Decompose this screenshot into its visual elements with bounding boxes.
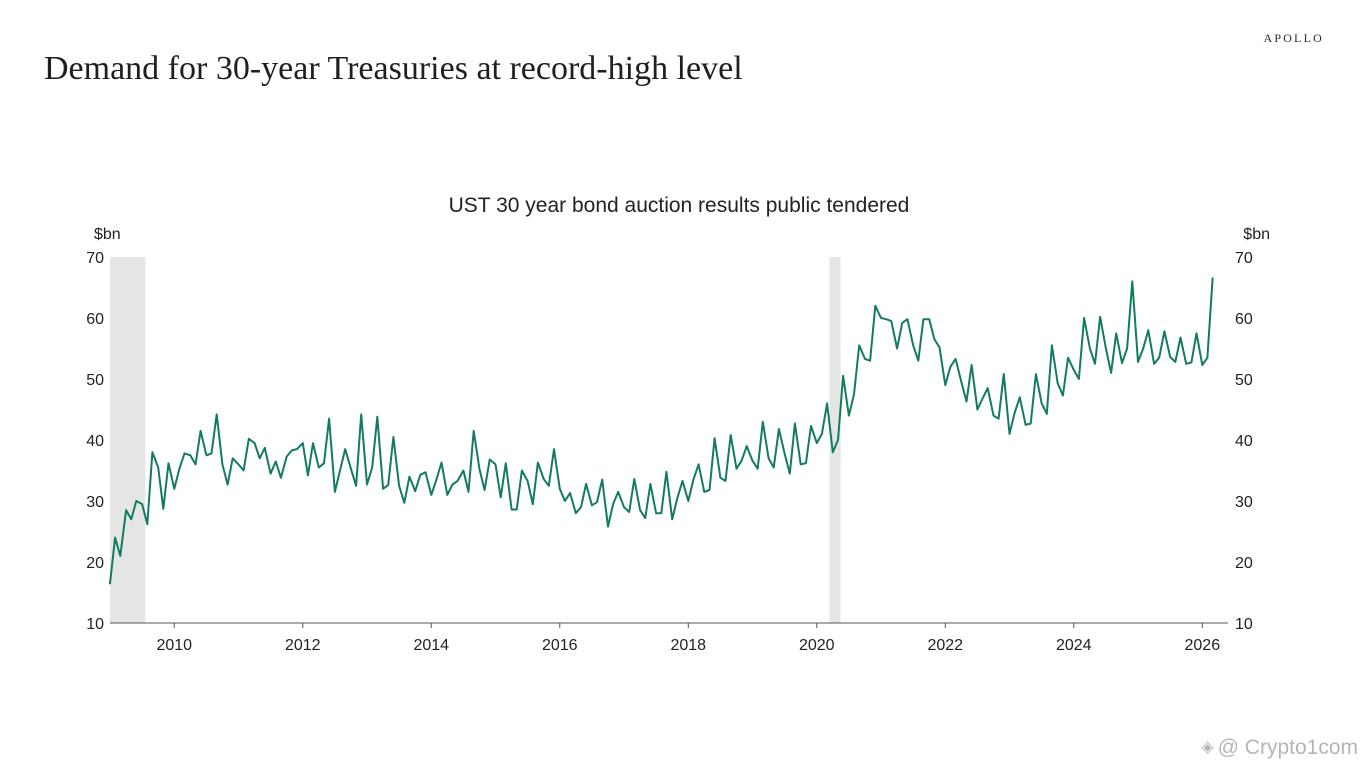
watermark: ◈ @ Crypto1com (1201, 736, 1358, 760)
y-tick-right-40: 40 (1235, 433, 1253, 450)
brand-logo: APOLLO (1263, 31, 1324, 45)
y-tick-left-10: 10 (86, 616, 104, 633)
binance-diamond-icon: ◈ (1201, 739, 1214, 756)
x-tick-2010: 2010 (156, 637, 192, 654)
y-tick-right-60: 60 (1235, 311, 1253, 328)
y-axis-unit-left: $bn (94, 226, 121, 243)
x-tick-2020: 2020 (799, 637, 835, 654)
y-tick-left-40: 40 (86, 433, 104, 450)
y-tick-left-70: 70 (86, 250, 104, 267)
x-tick-2016: 2016 (542, 637, 578, 654)
y-tick-left-50: 50 (86, 372, 104, 389)
x-tick-2014: 2014 (413, 637, 449, 654)
recession-band-2 (829, 257, 841, 623)
series-layer (109, 277, 1214, 585)
chart-title: UST 30 year bond auction results public … (449, 194, 910, 217)
x-tick-2012: 2012 (285, 637, 321, 654)
x-tick-2026: 2026 (1185, 637, 1221, 654)
y-axis-unit-right: $bn (1243, 226, 1270, 243)
series-line-1 (109, 277, 1214, 585)
y-tick-left-20: 20 (86, 555, 104, 572)
y-tick-left-30: 30 (86, 494, 104, 511)
y-tick-right-10: 10 (1235, 616, 1253, 633)
x-tick-2024: 2024 (1056, 637, 1092, 654)
x-tick-2022: 2022 (927, 637, 963, 654)
y-tick-left-60: 60 (86, 311, 104, 328)
watermark-text: @ Crypto1com (1217, 736, 1358, 759)
recession-band-1 (110, 257, 146, 623)
y-tick-right-30: 30 (1235, 494, 1253, 511)
page-title: Demand for 30-year Treasuries at record-… (44, 50, 743, 87)
y-tick-right-50: 50 (1235, 372, 1253, 389)
y-tick-right-20: 20 (1235, 555, 1253, 572)
recession-shading (110, 257, 841, 623)
y-tick-right-70: 70 (1235, 250, 1253, 267)
x-tick-2018: 2018 (670, 637, 706, 654)
